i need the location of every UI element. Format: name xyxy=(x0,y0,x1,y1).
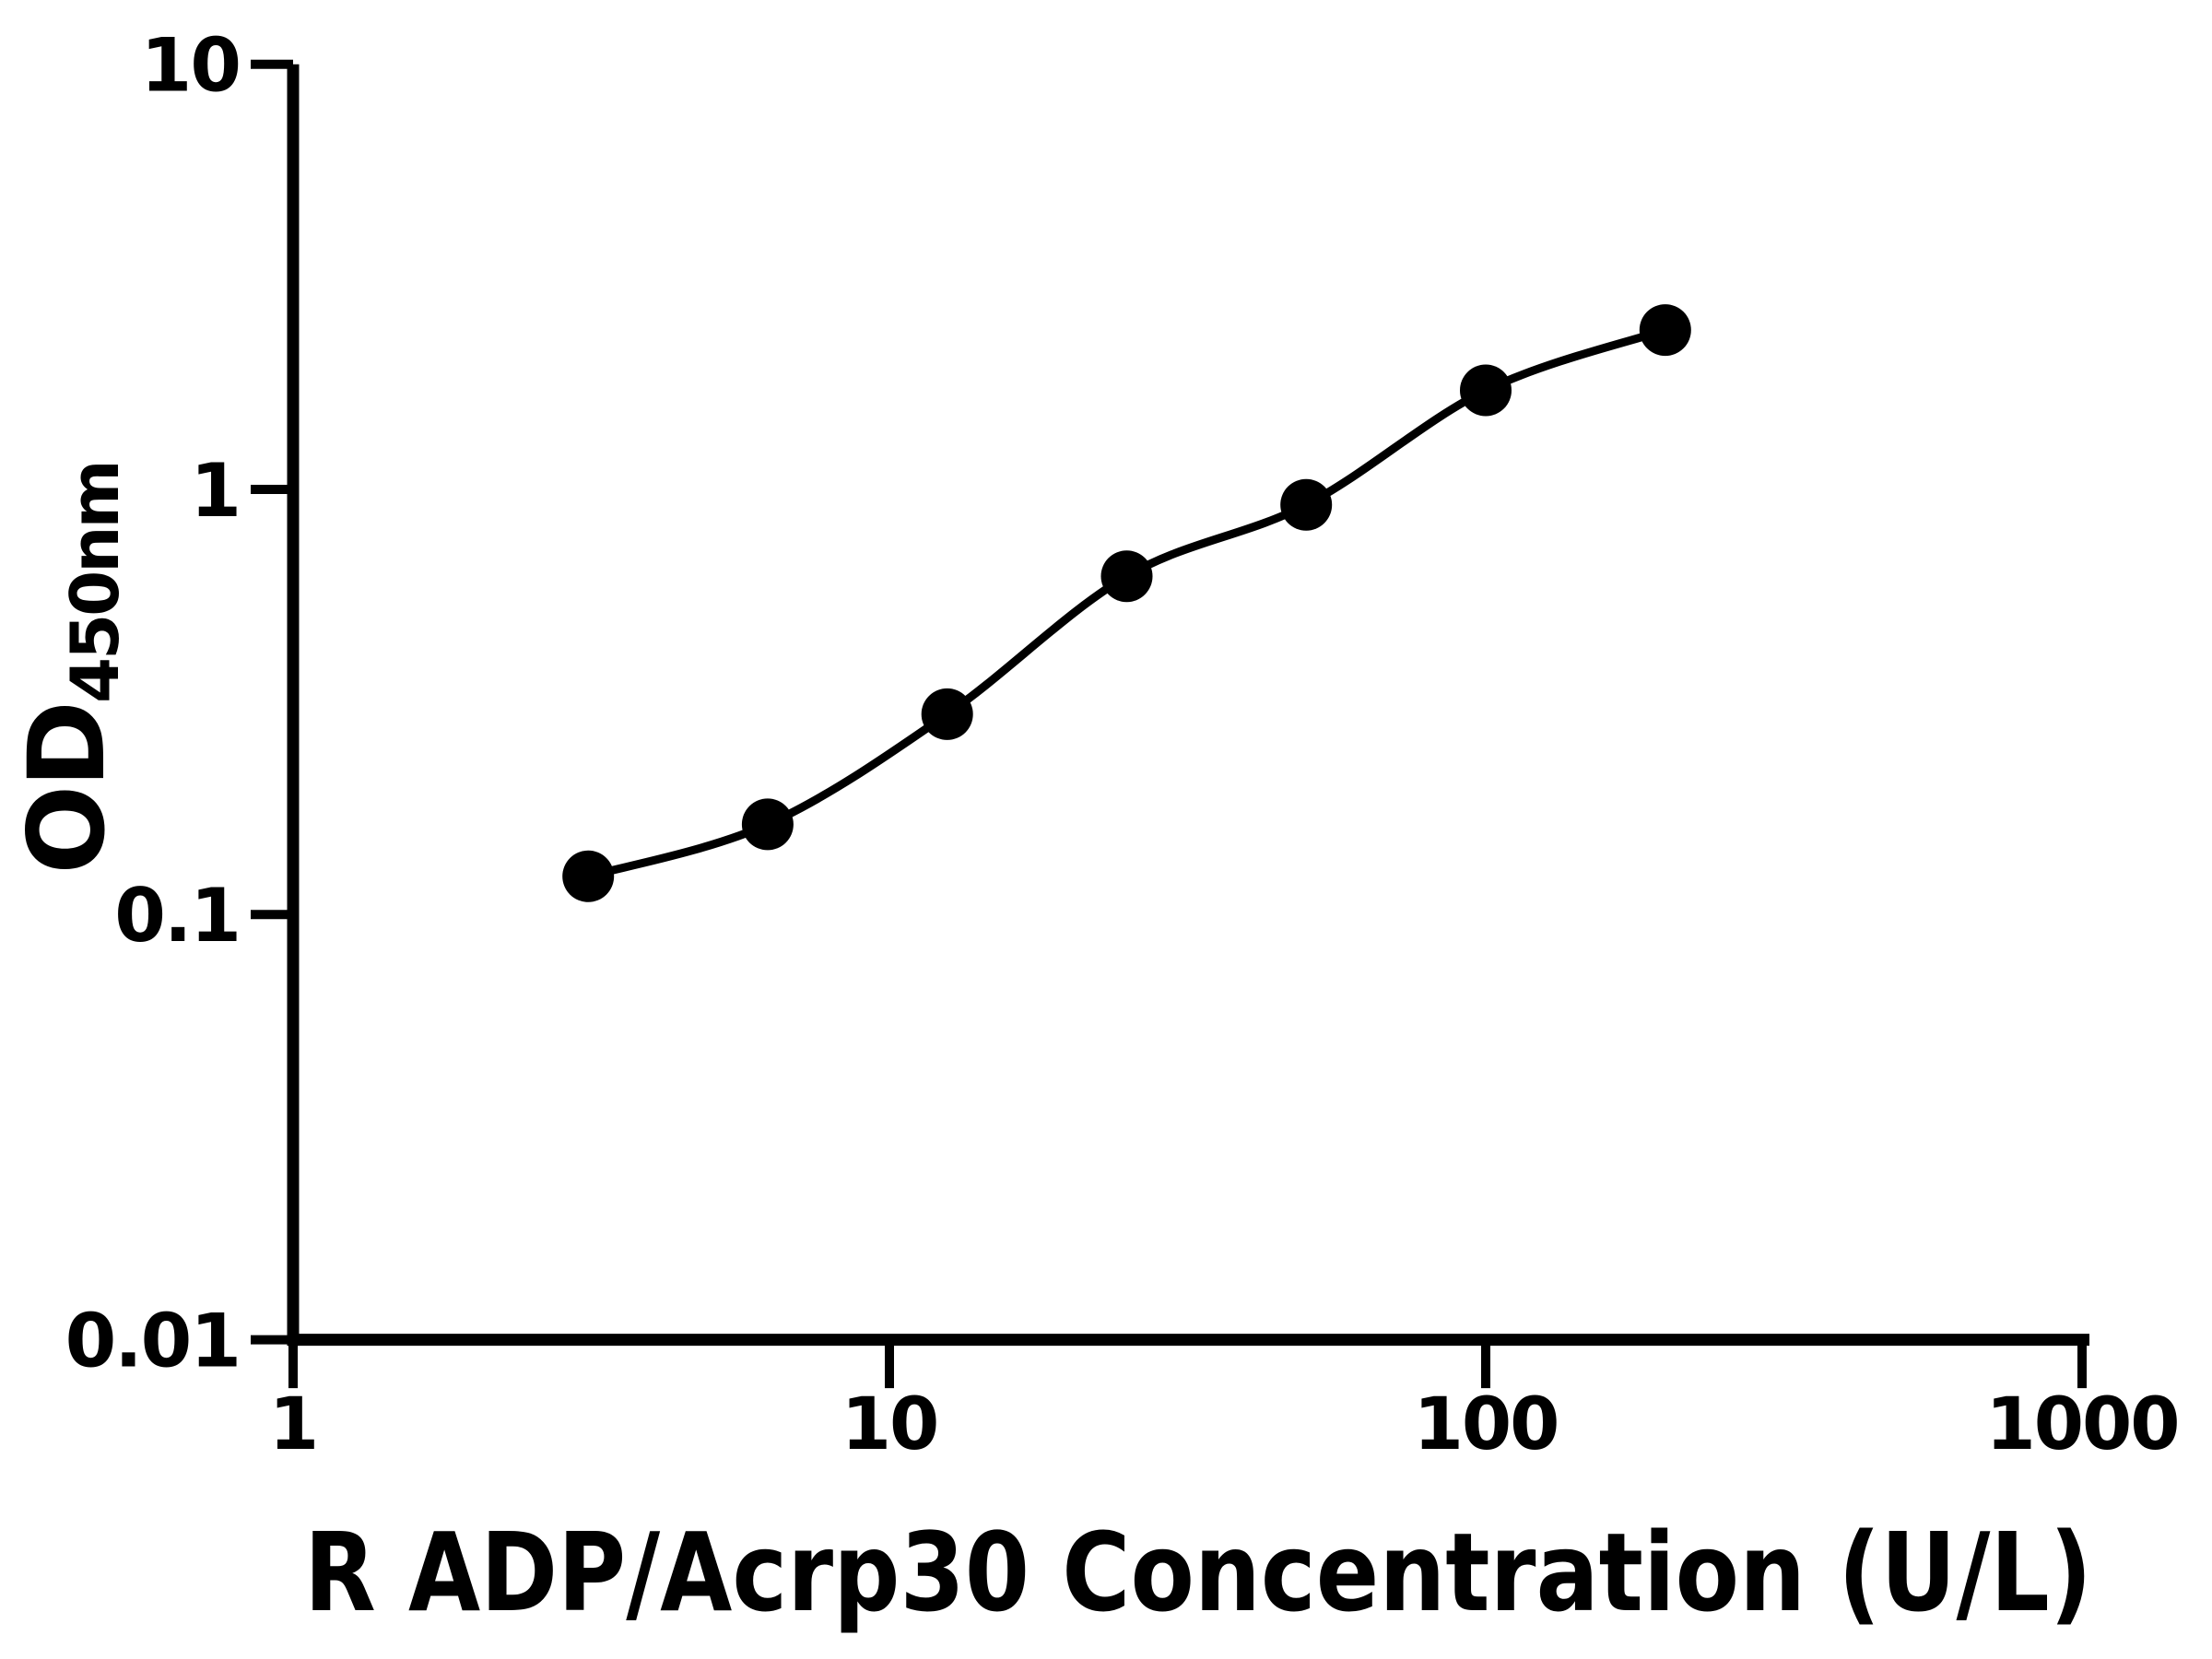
data-point xyxy=(1280,478,1333,531)
x-tick-label: 1 xyxy=(269,1383,317,1466)
y-tick-label: 0.1 xyxy=(114,873,240,959)
y-axis-title: OD450nm xyxy=(6,462,134,874)
x-tick-label: 100 xyxy=(1414,1383,1559,1466)
data-point xyxy=(741,798,794,851)
y-axis-title-subscript: 450nm xyxy=(56,462,134,703)
axis-tick-labels: 10 1 0.1 0.01 1 10 100 1000 xyxy=(65,23,2181,1467)
fit-curve-line xyxy=(583,325,1670,881)
data-point xyxy=(1100,550,1153,603)
y-tick-label: 0.01 xyxy=(65,1298,240,1383)
data-point xyxy=(562,850,615,902)
y-axis-title-main: OD xyxy=(6,703,128,875)
x-tick-label: 1000 xyxy=(1985,1383,2178,1466)
axis-ticks xyxy=(251,59,2087,1389)
x-axis-title: R ADP/Acrp30 Concentration (U/L) xyxy=(304,1509,2092,1636)
data-point xyxy=(921,688,973,740)
x-tick-label: 10 xyxy=(841,1383,938,1466)
data-points xyxy=(562,304,1691,902)
y-tick-label: 10 xyxy=(141,23,240,109)
data-point xyxy=(1639,304,1691,357)
data-point xyxy=(1460,364,1512,417)
y-tick-label: 1 xyxy=(190,448,240,534)
axes xyxy=(287,64,2089,1347)
